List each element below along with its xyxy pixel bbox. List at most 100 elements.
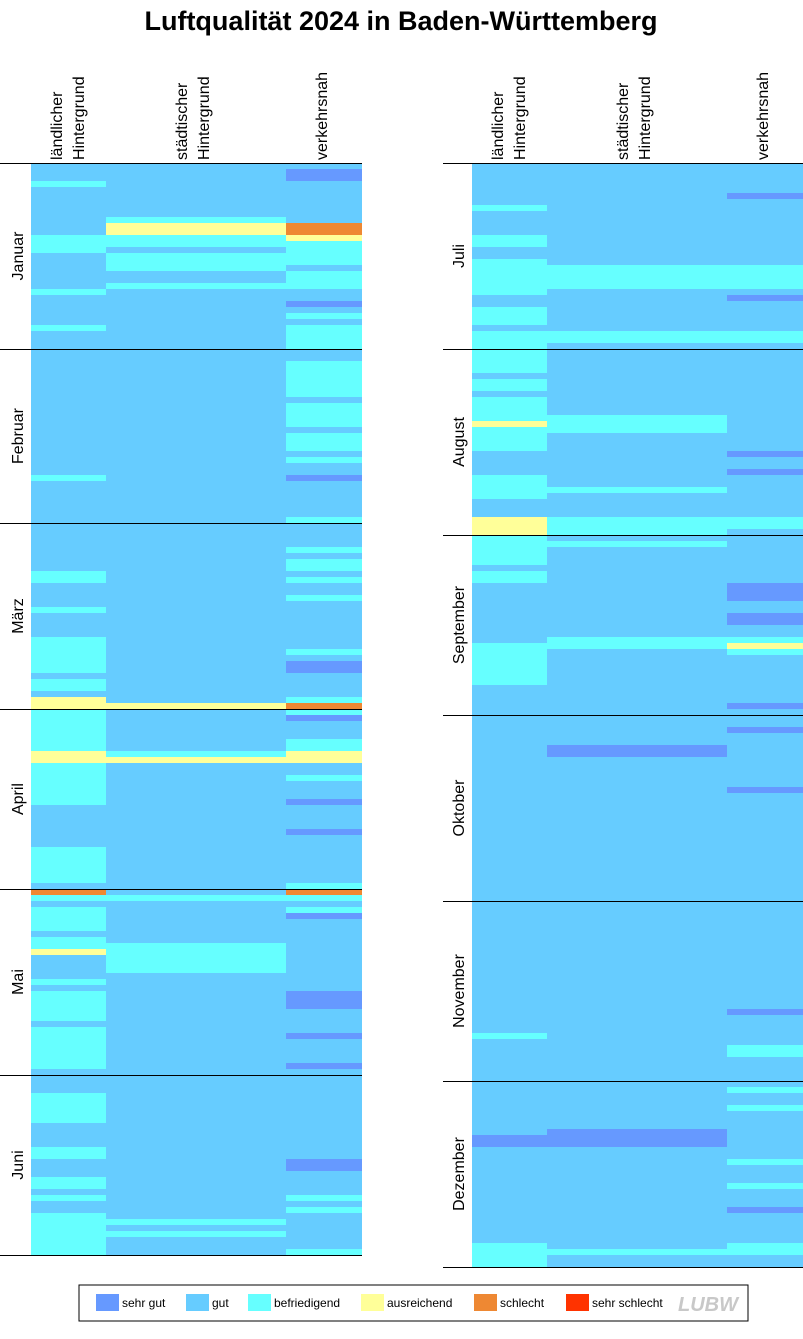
cell-background-vn xyxy=(727,715,803,901)
day-cell xyxy=(547,541,727,547)
day-cell xyxy=(286,331,362,337)
day-cell xyxy=(31,925,106,931)
cell-background-lh xyxy=(31,349,106,523)
day-cell xyxy=(31,727,106,733)
day-cell xyxy=(472,385,547,391)
legend-label-ss: sehr schlecht xyxy=(592,1296,663,1310)
month-block-november: November xyxy=(443,901,803,1081)
day-cell xyxy=(286,1165,362,1171)
day-cell xyxy=(286,715,362,721)
day-cell xyxy=(31,1147,106,1153)
day-cell xyxy=(286,367,362,373)
day-cell xyxy=(31,979,106,985)
day-cell xyxy=(31,793,106,799)
day-cell xyxy=(286,439,362,445)
day-cell xyxy=(31,697,106,703)
day-cell xyxy=(727,637,803,643)
day-cell xyxy=(472,1141,547,1147)
day-cell xyxy=(727,1045,803,1051)
day-cell xyxy=(472,535,547,541)
legend-swatch-g xyxy=(186,1294,209,1311)
day-cell xyxy=(286,697,362,703)
day-cell xyxy=(472,1249,547,1255)
day-cell xyxy=(106,253,286,259)
month-label: Januar xyxy=(10,231,27,281)
day-cell xyxy=(727,469,803,475)
day-cell xyxy=(286,277,362,283)
day-cell xyxy=(286,175,362,181)
day-cell xyxy=(472,529,547,535)
day-cell xyxy=(727,1243,803,1249)
day-cell xyxy=(472,547,547,553)
day-cell xyxy=(472,439,547,445)
column-header-lh-line-2: Hintergrund xyxy=(71,76,88,160)
day-cell xyxy=(31,913,106,919)
day-cell xyxy=(286,649,362,655)
day-cell xyxy=(286,907,362,913)
day-cell xyxy=(472,259,547,265)
day-cell xyxy=(727,523,803,529)
cell-background-vn xyxy=(286,889,362,1075)
day-cell xyxy=(547,331,727,337)
day-cell xyxy=(31,181,106,187)
day-cell xyxy=(31,943,106,949)
day-cell xyxy=(472,661,547,667)
day-cell xyxy=(286,385,362,391)
day-cell xyxy=(472,265,547,271)
column-header-sh-line-2: Hintergrund xyxy=(196,76,213,160)
day-cell xyxy=(472,283,547,289)
day-cell xyxy=(472,277,547,283)
day-cell xyxy=(31,721,106,727)
day-cell xyxy=(286,739,362,745)
day-cell xyxy=(472,553,547,559)
month-block-oktober: Oktober xyxy=(443,715,803,901)
column-header-vn-line-1: verkehrsnah xyxy=(314,72,331,160)
day-cell xyxy=(727,277,803,283)
cell-background-lh xyxy=(472,901,547,1081)
day-cell xyxy=(472,427,547,433)
column-header-lh-line-2: Hintergrund xyxy=(512,76,529,160)
day-cell xyxy=(472,331,547,337)
day-cell xyxy=(286,1033,362,1039)
cell-background-sh xyxy=(547,535,727,715)
month-block-juni: Juni xyxy=(0,1075,362,1255)
day-cell xyxy=(727,703,803,709)
day-cell xyxy=(286,169,362,175)
day-cell xyxy=(286,1207,362,1213)
day-cell xyxy=(31,853,106,859)
day-cell xyxy=(286,253,362,259)
day-cell xyxy=(547,1141,727,1147)
day-cell xyxy=(31,235,106,241)
month-label: September xyxy=(451,585,468,664)
day-cell xyxy=(286,661,362,667)
day-cell xyxy=(31,1249,106,1255)
month-block-februar: Februar xyxy=(0,349,362,523)
cell-background-sh xyxy=(547,715,727,901)
cell-background-lh xyxy=(31,523,106,709)
day-cell xyxy=(106,229,286,235)
day-cell xyxy=(31,745,106,751)
heatmap-panels: Januar Februar März April Mai Juni Juli August S… xyxy=(0,163,803,1268)
day-cell xyxy=(472,337,547,343)
day-cell xyxy=(727,331,803,337)
day-cell xyxy=(547,283,727,289)
day-cell xyxy=(286,559,362,565)
day-cell xyxy=(31,1243,106,1249)
day-cell xyxy=(547,751,727,757)
day-cell xyxy=(286,799,362,805)
day-cell xyxy=(472,493,547,499)
day-cell xyxy=(31,907,106,913)
day-cell xyxy=(31,1117,106,1123)
day-cell xyxy=(31,1015,106,1021)
day-cell xyxy=(286,361,362,367)
day-cell xyxy=(472,421,547,427)
day-cell xyxy=(727,1159,803,1165)
day-cell xyxy=(31,937,106,943)
day-cell xyxy=(472,367,547,373)
day-cell xyxy=(727,1207,803,1213)
day-cell xyxy=(547,427,727,433)
legend-label-a: ausreichend xyxy=(387,1296,452,1310)
day-cell xyxy=(31,919,106,925)
day-cell xyxy=(727,589,803,595)
cell-background-sh xyxy=(547,163,727,349)
